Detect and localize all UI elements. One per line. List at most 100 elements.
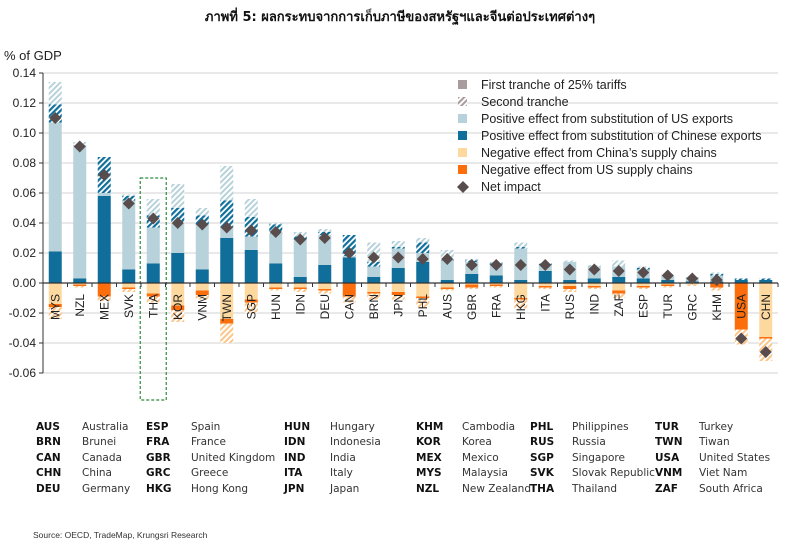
bar-chinese-substitution: [269, 263, 283, 283]
bar-chinese-substitution: [391, 268, 405, 283]
highlight-box-thailand: [139, 177, 167, 401]
bar-negative-second-tranche: [97, 296, 111, 301]
bar-us-supply-chain: [97, 283, 111, 297]
bar-us-substitution-second-tranche: [710, 272, 724, 274]
net-impact-marker: [73, 140, 86, 153]
legend-swatch: [458, 97, 467, 106]
bar-negative-second-tranche: [195, 295, 209, 300]
x-tick-label: ITA: [538, 294, 552, 312]
bar-us-substitution-second-tranche: [416, 238, 430, 243]
bar-china-supply-chain: [587, 283, 601, 286]
x-tick-label: HUN: [269, 294, 283, 320]
bar-chinese-substitution: [465, 274, 479, 283]
bar-chinese-substitution: [440, 280, 454, 283]
net-impact-marker: [710, 274, 723, 286]
bar-china-supply-chain: [293, 283, 307, 288]
legend-us-substitution: Positive effect from substitution of US …: [458, 112, 733, 126]
bar-negative-second-tranche: [514, 299, 528, 309]
y-tick-label: 0.04: [13, 216, 37, 230]
bar-us-substitution: [48, 122, 62, 252]
bar-chinese-substitution: [416, 262, 430, 283]
net-impact-marker: [759, 346, 772, 358]
bar-chinese-substitution-second-tranche: [391, 247, 405, 249]
country-code: SVK: [530, 467, 554, 480]
bar-negative-second-tranche: [538, 287, 552, 289]
y-tick-label: -0.02: [9, 306, 37, 320]
x-tick-label: ZAF: [612, 294, 626, 317]
legend-swatch-diamond: [457, 181, 469, 193]
legend-swatch: [458, 148, 467, 157]
country-name: Russia: [572, 436, 606, 449]
bar-chinese-substitution: [489, 275, 503, 283]
bar-us-substitution-second-tranche: [48, 82, 62, 105]
country-name: Hong Kong: [191, 482, 249, 495]
bar-china-supply-chain: [122, 283, 136, 288]
bar-chinese-substitution: [367, 277, 381, 283]
bar-chinese-substitution: [293, 277, 307, 283]
x-tick-label: KHM: [710, 294, 724, 321]
legend-second-tranche: Second tranche: [458, 95, 569, 109]
country-code: CHN: [36, 467, 62, 480]
bar-chinese-substitution: [734, 280, 748, 283]
bar-china-supply-chain: [661, 283, 675, 285]
country-code: ESP: [146, 421, 169, 433]
bar-chinese-substitution-second-tranche: [734, 278, 748, 280]
bar-us-substitution-second-tranche: [269, 223, 283, 225]
x-tick-label: THA: [146, 294, 160, 318]
x-tick-label: VNM: [195, 294, 209, 321]
net-impact-marker: [465, 259, 478, 271]
bar-chinese-substitution-second-tranche: [171, 208, 185, 223]
x-tick-label: PHL: [416, 294, 430, 318]
y-tick-label: 0.08: [13, 156, 37, 170]
bar-us-supply-chain: [122, 287, 136, 289]
country-code: GBR: [146, 451, 171, 464]
bar-us-supply-chain: [220, 319, 234, 324]
bar-negative-second-tranche: [122, 289, 136, 292]
bar-negative-second-tranche: [489, 286, 503, 288]
country-name: New Zealand: [462, 482, 531, 495]
bar-us-supply-chain: [514, 298, 528, 300]
figure-title: ภาพที่ 5: ผลกระทบจากการเก็บภาษีของสหรัฐฯ…: [204, 10, 596, 25]
net-impact-marker: [490, 259, 503, 271]
country-name: Philippines: [572, 421, 629, 433]
x-tick-label: MYS: [48, 294, 62, 320]
legend-label: First tranche of 25% tariffs: [481, 78, 627, 92]
country-name: France: [191, 436, 226, 449]
bar-us-supply-chain: [440, 287, 454, 289]
net-impact-marker: [514, 259, 527, 271]
y-tick-label: 0.10: [13, 126, 37, 140]
legend-swatch: [458, 165, 467, 174]
bar-china-supply-chain: [244, 283, 258, 300]
bar-china-supply-chain: [612, 283, 626, 291]
country-code: ZAF: [655, 482, 678, 495]
country-code: TWN: [655, 436, 683, 449]
net-impact-marker: [612, 265, 625, 277]
bar-us-supply-chain: [342, 283, 356, 297]
bar-china-supply-chain: [440, 283, 454, 288]
bar-chinese-substitution: [48, 251, 62, 283]
country-code: JPN: [284, 482, 305, 495]
net-impact-marker: [196, 218, 209, 231]
country-name: Turkey: [699, 421, 734, 433]
country-name: Viet Nam: [699, 467, 748, 480]
bar-negative-second-tranche: [710, 287, 724, 291]
x-tick-label: FRA: [489, 294, 503, 318]
net-impact-marker: [147, 212, 160, 225]
chart-svg: % of GDP -0.06 -0.04 -0.02 0.00 0.02 0.04 0.06…: [4, 48, 779, 401]
bar-us-substitution: [367, 266, 381, 277]
bar-chinese-substitution-second-tranche: [367, 262, 381, 267]
bar-negative-second-tranche: [73, 286, 87, 288]
bar-chinese-substitution-second-tranche: [416, 242, 430, 253]
country-code: HUN: [284, 421, 311, 433]
bar-chinese-substitution-second-tranche: [759, 278, 773, 280]
bar-us-supply-chain: [318, 289, 332, 291]
bar-us-substitution: [122, 200, 136, 270]
legend-label: Negative effect from China’s supply chai…: [481, 146, 717, 160]
country-code: MEX: [416, 451, 442, 464]
bar-us-substitution-second-tranche: [146, 199, 160, 216]
bar-chinese-substitution: [244, 250, 258, 283]
bar-negative-second-tranche: [48, 307, 62, 319]
bar-chinese-substitution: [122, 269, 136, 283]
x-tick-label: IND: [587, 294, 601, 315]
